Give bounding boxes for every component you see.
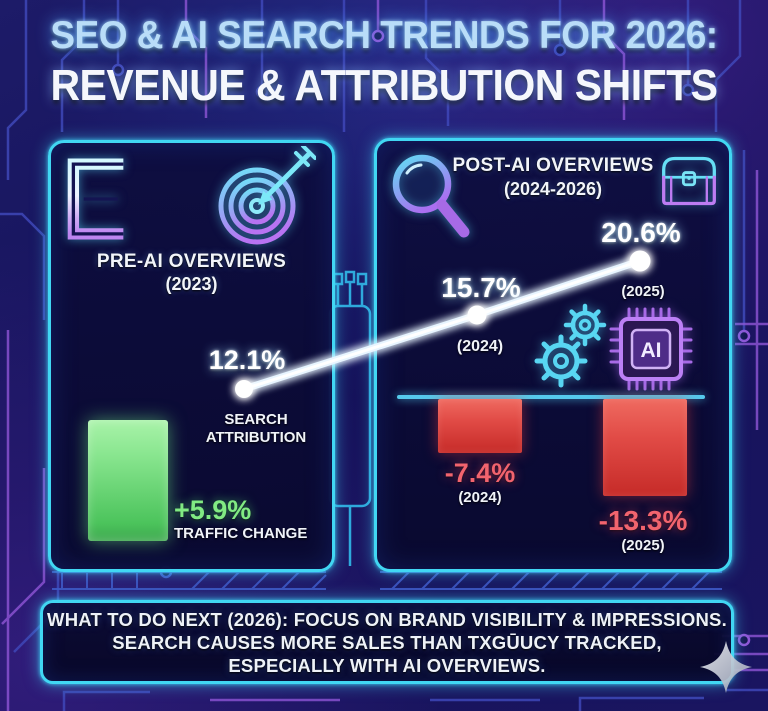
- post-ai-header: POST-AI OVERVIEWS: [452, 155, 654, 176]
- attribution-2024-year: (2024): [456, 338, 504, 355]
- attribution-2025-year: (2025): [621, 283, 665, 300]
- loss-2024-value: -7.4%: [444, 458, 516, 488]
- e-logo-icon: [67, 158, 124, 240]
- circuit-chip-icon: [328, 270, 372, 566]
- attribution-loss-bar-2024: [438, 399, 522, 453]
- attribution-2023-value: 12.1%: [208, 345, 286, 375]
- banner-line-3: ESPECIALLY WITH AI OVERVIEWS.: [228, 654, 546, 676]
- gears-icon: [534, 303, 607, 388]
- action-banner: WHAT TO DO NEXT (2026): FOCUS ON BRAND V…: [40, 600, 734, 684]
- magnifying-glass-icon: [392, 154, 470, 238]
- traffic-change-label: TRAFFIC CHANGE: [174, 525, 308, 542]
- zero-baseline: [397, 395, 705, 399]
- ai-chip-icon: AI: [609, 307, 693, 391]
- traffic-change-bar-2023: [88, 420, 168, 541]
- post-ai-panel: POST-AI OVERVIEWS (2024-2026) 15.7% (202…: [374, 138, 732, 572]
- loss-2024-year: (2024): [458, 489, 502, 506]
- treasure-chest-icon: [662, 156, 716, 206]
- traffic-change-2023-value: +5.9%: [174, 495, 252, 525]
- attribution-2024-value: 15.7%: [441, 272, 521, 303]
- pre-ai-period: (2023): [165, 274, 218, 294]
- banner-line-1: WHAT TO DO NEXT (2026): FOCUS ON BRAND V…: [47, 608, 727, 630]
- pre-ai-panel: PRE-AI OVERVIEWS (2023) 12.1% SEARCH ATT…: [48, 140, 335, 572]
- attribution-2025-value: 20.6%: [601, 217, 681, 248]
- title-line-1: SEO & AI SEARCH TRENDS FOR 2026:: [50, 13, 718, 57]
- attribution-loss-bar-2025: [603, 399, 687, 496]
- loss-2025-value: -13.3%: [598, 505, 688, 536]
- page-title: SEO & AI SEARCH TRENDS FOR 2026: REVENUE…: [0, 13, 768, 111]
- attribution-label-line2: ATTRIBUTION: [205, 429, 307, 446]
- post-ai-period: (2024-2026): [503, 179, 603, 199]
- target-icon: [218, 146, 316, 245]
- title-line-2: REVENUE & ATTRIBUTION SHIFTS: [50, 60, 718, 110]
- ai-chip-label: AI: [641, 339, 662, 362]
- banner-line-2: SEARCH CAUSES MORE SALES THAN TXGŪUCY TR…: [112, 631, 662, 653]
- pre-ai-header: PRE-AI OVERVIEWS: [96, 251, 287, 272]
- loss-2025-year: (2025): [621, 537, 665, 554]
- attribution-label-line1: SEARCH: [224, 411, 288, 428]
